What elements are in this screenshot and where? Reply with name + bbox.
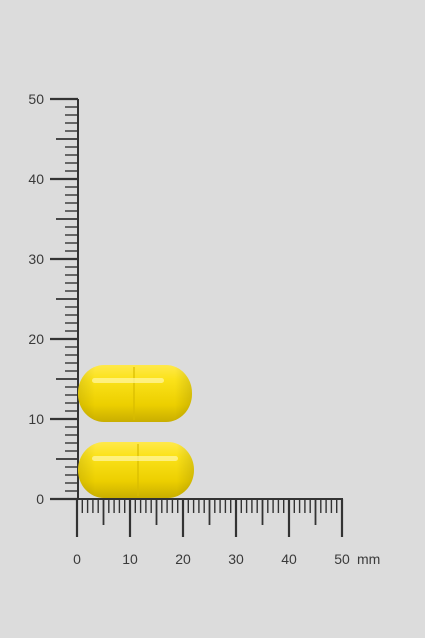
- y-label-40: 40: [28, 171, 44, 187]
- vertical-ruler-labels: 0 10 20 30 40 50: [28, 91, 44, 507]
- measurement-ruler: 0 10 20 30 40 50 0 10 20 30 40 50 mm: [28, 91, 380, 567]
- x-label-0: 0: [73, 551, 81, 567]
- x-label-20: 20: [175, 551, 191, 567]
- bottom-capsule: [78, 442, 194, 498]
- top-capsule: [78, 365, 192, 422]
- vertical-ruler-ticks: [50, 97, 78, 501]
- bottom-capsule-highlight: [92, 456, 178, 461]
- horizontal-ruler-labels: 0 10 20 30 40 50 mm: [73, 551, 380, 567]
- y-label-30: 30: [28, 251, 44, 267]
- x-label-30: 30: [228, 551, 244, 567]
- horizontal-ruler-ticks: [75, 499, 344, 537]
- vertical-ruler: 0 10 20 30 40 50: [28, 91, 79, 507]
- horizontal-ruler: 0 10 20 30 40 50 mm: [73, 498, 380, 567]
- y-label-50: 50: [28, 91, 44, 107]
- x-label-50: 50: [334, 551, 350, 567]
- y-label-0: 0: [36, 491, 44, 507]
- y-label-10: 10: [28, 411, 44, 427]
- y-label-20: 20: [28, 331, 44, 347]
- x-label-40: 40: [281, 551, 297, 567]
- bottom-capsule-shading: [78, 442, 194, 498]
- top-capsule-highlight: [92, 378, 164, 383]
- unit-label: mm: [357, 551, 380, 567]
- x-label-10: 10: [122, 551, 138, 567]
- top-capsule-shading: [78, 365, 192, 422]
